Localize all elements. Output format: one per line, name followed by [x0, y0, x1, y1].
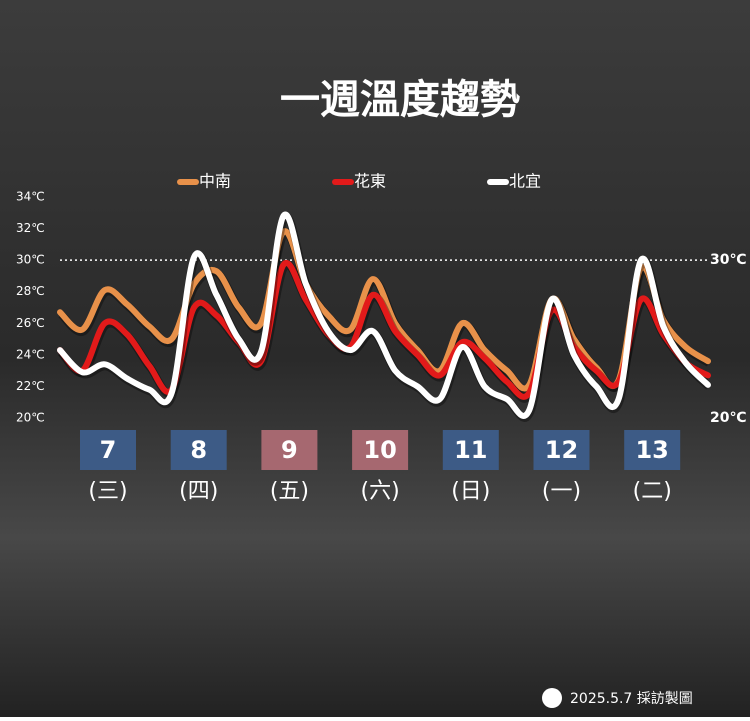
footer-text: 2025.5.7 採訪製圖 [570, 691, 693, 707]
day-box [80, 430, 136, 470]
day-box [261, 430, 318, 470]
legend-label: 花東 [354, 172, 386, 191]
footer: 2025.5.7 採訪製圖 [542, 688, 693, 708]
y-tick-label: 22℃ [16, 379, 45, 393]
day-date: 7 [100, 436, 117, 464]
y-tick-label: 30℃ [16, 253, 45, 267]
y-tick-label: 32℃ [16, 221, 45, 235]
day-weekday: (二) [633, 479, 672, 504]
day-box [442, 430, 499, 470]
day-box [352, 430, 409, 470]
day-weekday: (一) [542, 479, 581, 504]
day-date: 13 [635, 436, 668, 464]
logo [542, 688, 562, 708]
series-line [57, 211, 711, 419]
day-weekday: (日) [451, 479, 490, 504]
day-date: 10 [363, 436, 396, 464]
day-weekday: (三) [88, 479, 127, 504]
legend-label: 北宜 [509, 172, 541, 191]
day-box [170, 430, 227, 470]
legend-label: 中南 [199, 172, 231, 191]
y-tick-label: 20℃ [16, 411, 45, 425]
y-tick-label: 34℃ [16, 190, 45, 204]
chart-title: 一週溫度趨勢 [280, 77, 520, 123]
day-box [533, 430, 590, 470]
day-weekday: (六) [361, 479, 400, 504]
reference-label: 20℃ [710, 410, 746, 426]
day-date: 8 [190, 436, 207, 464]
y-tick-label: 26℃ [16, 316, 45, 330]
day-box [624, 430, 681, 470]
day-weekday: (四) [179, 479, 218, 504]
day-date: 11 [454, 436, 487, 464]
reference-label: 30℃ [710, 252, 746, 268]
y-tick-label: 24℃ [16, 347, 45, 361]
day-date: 9 [281, 436, 298, 464]
day-date: 12 [545, 436, 578, 464]
day-weekday: (五) [270, 479, 309, 504]
y-tick-label: 28℃ [16, 284, 45, 298]
